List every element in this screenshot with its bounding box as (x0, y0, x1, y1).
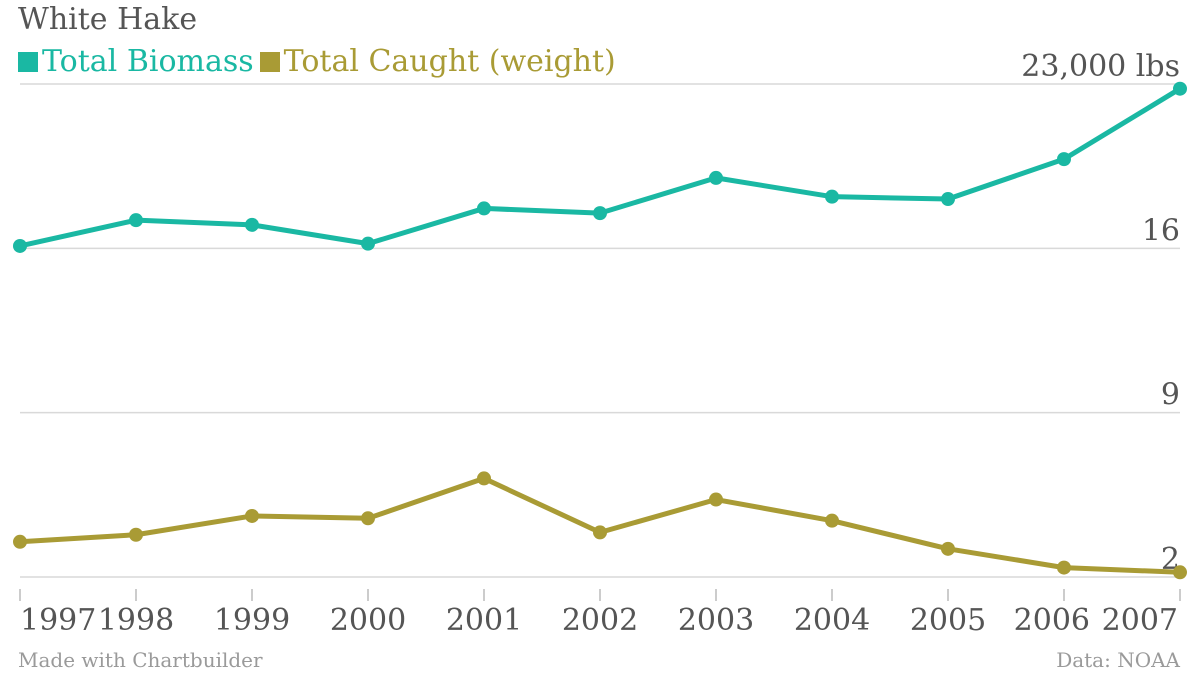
x-tick-label: 2006 (1014, 603, 1090, 638)
x-tick-label: 2000 (330, 603, 406, 638)
data-point-biomass (1173, 81, 1187, 96)
data-point-caught (941, 541, 955, 556)
legend-item-caught: Total Caught (weight) (259, 44, 616, 79)
data-point-caught (593, 525, 607, 540)
data-point-biomass (129, 213, 143, 228)
legend-swatch-biomass (18, 51, 38, 72)
legend-label-biomass: Total Biomass (42, 44, 254, 79)
legend-swatch-caught (259, 51, 280, 72)
data-point-biomass (361, 236, 375, 251)
legend-item-biomass: Total Biomass (18, 44, 254, 79)
source-text: Data: NOAA (1056, 648, 1180, 672)
y-tick-label: 16 (1142, 213, 1180, 248)
y-tick-label: 9 (1161, 378, 1180, 413)
data-point-caught (825, 513, 839, 528)
data-point-caught (13, 534, 27, 549)
y-tick-label: 23,000 lbs (1021, 49, 1180, 84)
credit-text: Made with Chartbuilder (18, 648, 263, 672)
data-point-caught (709, 492, 723, 507)
data-point-biomass (593, 206, 607, 221)
x-tick-label: 2001 (446, 603, 522, 638)
chart-title: White Hake (18, 2, 198, 37)
x-tick-label: 2005 (910, 603, 986, 638)
data-point-biomass (1057, 152, 1071, 167)
x-tick-label: 1999 (214, 603, 290, 638)
series-line-caught (17, 475, 1183, 575)
x-tick-label: 2002 (562, 603, 638, 638)
x-tick-label: 1998 (98, 603, 174, 638)
data-point-caught (1057, 560, 1071, 575)
x-tick-label: 1997 (20, 603, 96, 638)
data-point-caught (361, 511, 375, 526)
data-point-biomass (825, 189, 839, 204)
x-tick-label: 2003 (678, 603, 754, 638)
data-point-caught (1173, 565, 1187, 580)
data-point-caught (245, 508, 259, 523)
legend-label-caught: Total Caught (weight) (283, 44, 616, 79)
data-point-caught (477, 471, 491, 486)
data-point-biomass (709, 170, 723, 185)
x-tick-label: 2007 (1102, 603, 1178, 638)
series-line-biomass (17, 86, 1183, 249)
data-point-caught (129, 527, 143, 542)
data-point-biomass (245, 217, 259, 232)
data-point-biomass (941, 192, 955, 207)
legend: Total Biomass Total Caught (weight) (18, 44, 622, 79)
data-point-biomass (13, 238, 27, 253)
data-point-biomass (477, 201, 491, 216)
x-tick-label: 2004 (794, 603, 870, 638)
